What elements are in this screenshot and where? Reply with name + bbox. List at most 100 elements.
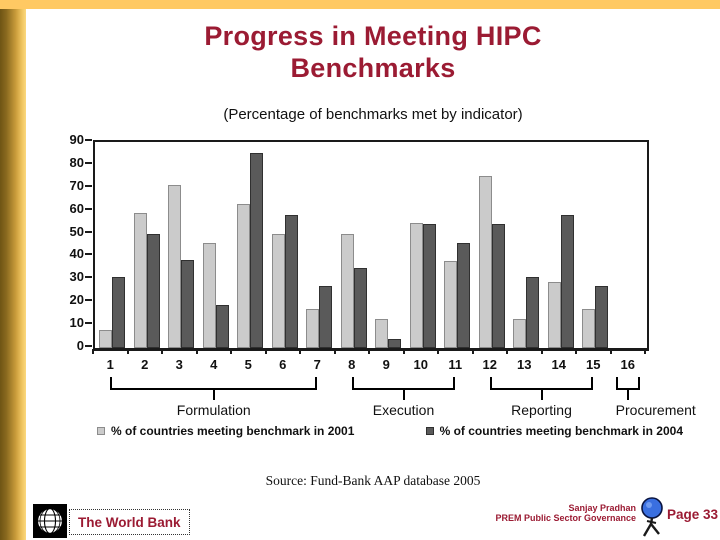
bracket-stub xyxy=(212,388,215,400)
group-bracket-reporting: Reporting xyxy=(489,377,594,418)
x-axis-tick xyxy=(368,349,370,354)
x-axis-tick xyxy=(161,349,163,354)
world-bank-logo xyxy=(33,504,67,538)
chart-plot-area xyxy=(93,140,649,351)
globe-grid-icon xyxy=(36,507,64,535)
page-title: Progress in Meeting HIPC Benchmarks xyxy=(26,20,720,84)
x-axis-tick xyxy=(575,349,577,354)
bar-group-9 xyxy=(371,142,406,348)
source-note: Source: Fund-Bank AAP database 2005 xyxy=(265,473,481,488)
author-name: Sanjay Pradhan xyxy=(568,503,636,513)
bar-group-14 xyxy=(544,142,579,348)
bar-group-3 xyxy=(164,142,199,348)
person-holding-globe-icon xyxy=(641,497,663,537)
y-axis-label: 90 xyxy=(69,132,84,147)
x-axis-tick xyxy=(230,349,232,354)
page-number: Page 33 xyxy=(667,507,719,522)
bar-group-6 xyxy=(268,142,303,348)
bar xyxy=(340,234,354,348)
bar xyxy=(560,215,574,348)
y-axis-label: 40 xyxy=(69,246,84,262)
bar-group-11 xyxy=(440,142,475,348)
y-axis-tick xyxy=(85,139,92,141)
bar-group-4 xyxy=(199,142,234,348)
legend-swatch-icon xyxy=(425,427,434,435)
bar xyxy=(457,243,471,348)
x-axis-label: 5 xyxy=(244,357,252,372)
x-axis-tick xyxy=(402,349,405,354)
bar xyxy=(422,224,436,348)
x-axis-tick xyxy=(126,349,129,354)
legend-label: % of countries meeting benchmark in 2004 xyxy=(439,424,683,438)
x-axis-label: 2 xyxy=(141,357,149,372)
bar-group-7 xyxy=(302,142,337,348)
group-bracket-formulation: Formulation xyxy=(110,377,318,418)
y-axis-tick xyxy=(85,230,92,233)
y-axis-tick xyxy=(85,322,92,325)
legend-label: % of countries meeting benchmark in 2001 xyxy=(111,424,355,438)
x-axis-label: 7 xyxy=(313,357,321,372)
bar xyxy=(409,223,423,348)
y-axis-label: 10 xyxy=(69,315,84,331)
bar xyxy=(444,261,458,348)
x-axis-tick xyxy=(299,349,301,354)
bar xyxy=(133,213,147,348)
x-axis-label: 9 xyxy=(382,357,390,372)
y-axis-tick xyxy=(85,276,92,279)
group-label: Procurement xyxy=(615,402,696,418)
x-axis-label: 3 xyxy=(175,357,183,372)
y-axis-label: 70 xyxy=(69,177,84,193)
bar-group-15 xyxy=(578,142,613,348)
bar xyxy=(582,309,596,348)
bar xyxy=(215,305,229,348)
x-axis-tick xyxy=(471,349,474,354)
bar xyxy=(491,224,505,348)
x-axis-tick xyxy=(92,349,94,354)
bar xyxy=(375,319,389,348)
bar-group-2 xyxy=(130,142,165,348)
bracket-stub xyxy=(402,388,405,400)
page-title-text: Progress in Meeting HIPC Benchmarks xyxy=(204,21,542,83)
group-label: Formulation xyxy=(176,402,251,418)
bracket-stub xyxy=(540,388,543,400)
x-axis-tick xyxy=(333,349,336,354)
y-axis-tick xyxy=(85,253,92,256)
x-axis-tick xyxy=(264,349,267,354)
y-axis-label: 60 xyxy=(69,200,84,216)
x-axis-label: 13 xyxy=(517,357,532,372)
bar xyxy=(250,153,264,348)
bar-group-1 xyxy=(95,142,130,348)
y-axis-tick xyxy=(85,161,92,164)
y-axis-tick xyxy=(85,184,92,187)
x-axis-label: 16 xyxy=(620,357,635,372)
x-axis-tick xyxy=(644,349,646,354)
bar xyxy=(478,176,492,348)
bar xyxy=(353,268,367,348)
group-bracket-execution: Execution xyxy=(351,377,456,418)
legend-swatch-icon xyxy=(97,427,105,435)
group-label: Execution xyxy=(372,402,435,418)
bar-group-13 xyxy=(509,142,544,348)
gold-top-border xyxy=(0,0,720,9)
group-bracket-procurement: Procurement xyxy=(616,377,696,418)
x-axis-label: 8 xyxy=(348,357,356,372)
x-axis-label: 4 xyxy=(210,357,218,372)
bar xyxy=(99,330,113,348)
bar xyxy=(547,282,561,348)
chart-legend: % of countries meeting benchmark in 2001… xyxy=(97,424,683,438)
x-axis-label: 1 xyxy=(106,357,114,372)
y-axis-label: 30 xyxy=(69,269,84,285)
y-axis-label: 80 xyxy=(69,154,84,170)
bracket-stub xyxy=(626,388,629,400)
bar xyxy=(202,243,216,348)
x-axis-tick xyxy=(540,349,543,354)
bar-group-8 xyxy=(337,142,372,348)
y-axis-label: 20 xyxy=(69,292,84,308)
bar-group-5 xyxy=(233,142,268,348)
y-axis-label: 0 xyxy=(76,338,84,353)
author-credit: Sanjay Pradhan PREM Public Sector Govern… xyxy=(495,503,636,523)
bar xyxy=(112,277,126,348)
bar-group-10 xyxy=(406,142,441,348)
y-axis-tick xyxy=(85,299,92,302)
